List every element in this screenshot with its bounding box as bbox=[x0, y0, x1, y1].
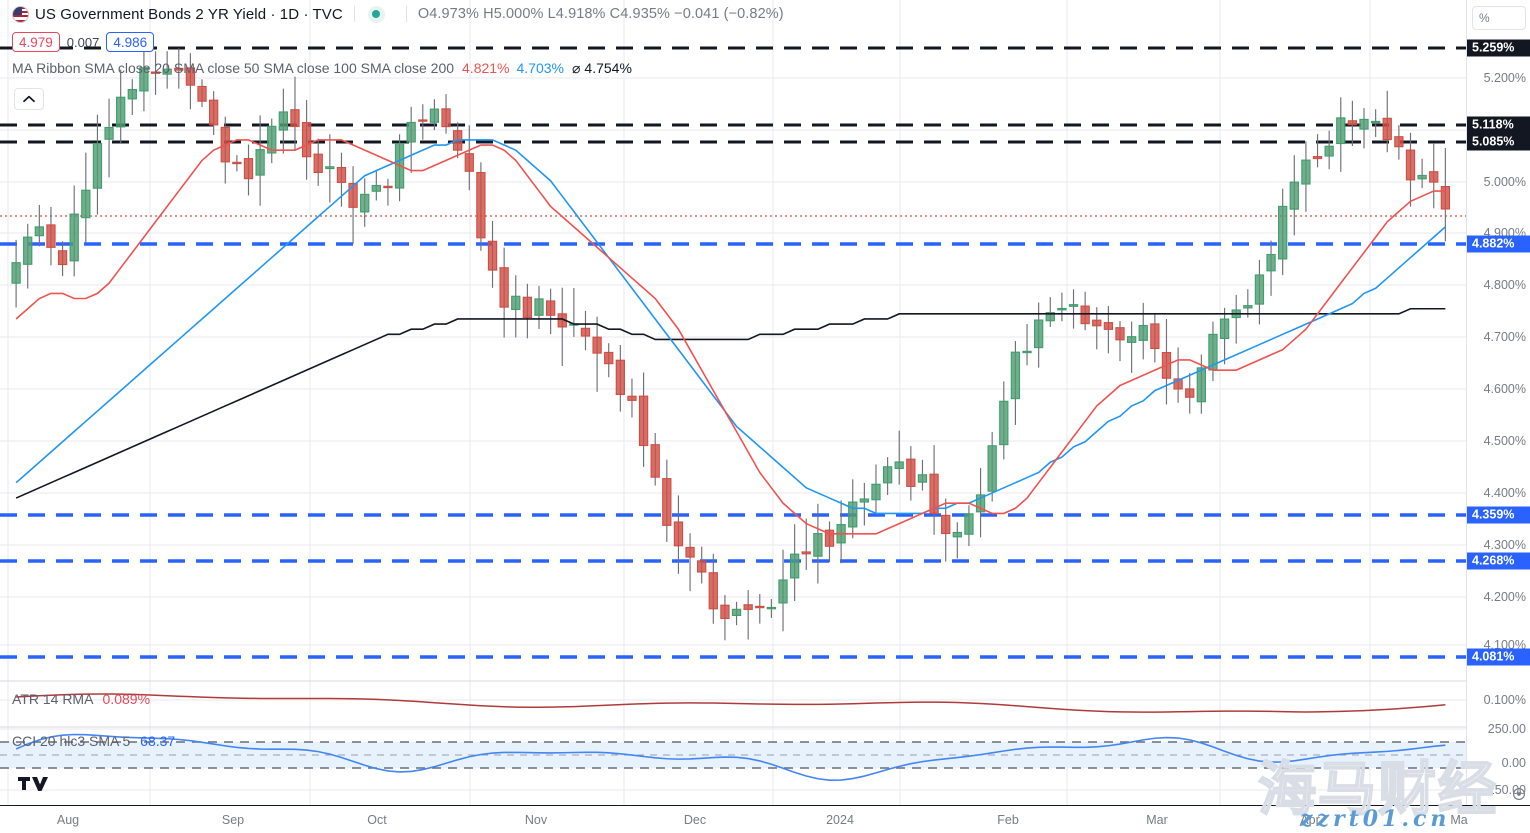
time-axis-tick: 2024 bbox=[826, 813, 854, 827]
us-flag-icon bbox=[12, 5, 29, 23]
cci-value: 68.37 bbox=[140, 733, 176, 749]
price-axis-badge[interactable]: 5.118% bbox=[1467, 116, 1530, 134]
price-axis-tick: 0.00 bbox=[1501, 756, 1526, 770]
price-axis-badge[interactable]: 4.081% bbox=[1467, 648, 1530, 666]
price-axis-tick: 250.00 bbox=[1487, 722, 1526, 736]
cci-indicator-legend[interactable]: CCI 20 hlc3 SMA 5 68.37 bbox=[12, 733, 175, 749]
chart-canvas[interactable] bbox=[0, 0, 1466, 805]
symbol-title-row[interactable]: US Government Bonds 2 YR Yield · 1D · TV… bbox=[0, 0, 1466, 28]
chart-legend: US Government Bonds 2 YR Yield · 1D · TV… bbox=[0, 0, 1466, 80]
price-axis-tick: 4.700% bbox=[1483, 330, 1526, 344]
spread-value: 0.007 bbox=[66, 34, 100, 50]
legend-divider bbox=[405, 6, 407, 22]
time-axis-tick: Oct bbox=[367, 813, 387, 827]
time-axis-tick: Dec bbox=[683, 813, 707, 827]
price-axis-tick: -250.00 bbox=[1483, 783, 1526, 797]
atr-value: 0.089% bbox=[102, 691, 151, 707]
market-status-dot bbox=[367, 5, 385, 23]
time-axis-tick: Sep bbox=[221, 813, 245, 827]
horizontal-reference-lines[interactable] bbox=[0, 46, 1466, 659]
price-axis-tick: 5.000% bbox=[1483, 175, 1526, 189]
moving-average-lines bbox=[15, 139, 1446, 535]
ma-ribbon-legend[interactable]: MA Ribbon SMA close 20 SMA close 50 SMA … bbox=[0, 56, 1466, 80]
time-axis-tick: Ma bbox=[1450, 813, 1468, 827]
atr-indicator-legend[interactable]: ATR 14 RMA 0.089% bbox=[12, 691, 150, 707]
cci-title[interactable]: CCI 20 hlc3 SMA 5 bbox=[12, 733, 131, 749]
time-axis-tick: Mar bbox=[1146, 813, 1168, 827]
cci-pane bbox=[0, 733, 1466, 781]
price-axis-badge[interactable]: 4.268% bbox=[1467, 552, 1530, 570]
grid-horizontal bbox=[0, 77, 1466, 791]
collapse-pane-button[interactable] bbox=[14, 88, 44, 110]
price-axis-badge[interactable]: 4.359% bbox=[1467, 506, 1530, 524]
cci-line bbox=[15, 733, 1446, 781]
price-axis-badge[interactable]: 4.882% bbox=[1467, 235, 1530, 253]
legend-divider bbox=[353, 6, 355, 22]
price-scale-axis[interactable]: % 5.200% 5.000% 4.900% 4.800% 4.700% 4.600% 4.… bbox=[1466, 0, 1530, 805]
sma-100-line bbox=[15, 307, 1446, 499]
ma-ribbon-value-avg: 4.754% bbox=[584, 60, 632, 76]
price-axis-tick: 0.100% bbox=[1483, 693, 1526, 707]
percent-unit-toggle[interactable]: % bbox=[1472, 6, 1526, 30]
axis-settings-icon[interactable] bbox=[1512, 787, 1526, 801]
time-axis-tick: Nov bbox=[524, 813, 548, 827]
pane-separator bbox=[0, 680, 1466, 728]
time-axis-tick: Aug bbox=[56, 813, 80, 827]
ma-ribbon-value-red: 4.821% bbox=[462, 60, 510, 76]
price-axis-tick: 4.800% bbox=[1483, 278, 1526, 292]
price-axis-tick: 4.500% bbox=[1483, 434, 1526, 448]
price-axis-tick: 4.600% bbox=[1483, 382, 1526, 396]
atr-pane bbox=[16, 693, 1446, 713]
average-symbol: ⌀ bbox=[571, 59, 581, 76]
symbol-title[interactable]: US Government Bonds 2 YR Yield · 1D · TV… bbox=[35, 5, 343, 23]
chevron-up-icon bbox=[23, 95, 35, 103]
ma-ribbon-title[interactable]: MA Ribbon SMA close 20 SMA close 50 SMA … bbox=[12, 60, 455, 76]
ohlc-values: O4.973% H5.000% L4.918% C4.935% −0.041 (… bbox=[417, 6, 784, 22]
tradingview-logo[interactable] bbox=[18, 775, 48, 793]
ask-pill[interactable]: 4.986 bbox=[106, 32, 155, 52]
time-axis-tick: Feb bbox=[997, 813, 1019, 827]
quote-pills-row: 4.979 0.007 4.986 bbox=[0, 28, 1466, 56]
time-axis-tick: Apr bbox=[1300, 813, 1320, 827]
price-axis-tick: 5.200% bbox=[1483, 71, 1526, 85]
atr-title[interactable]: ATR 14 RMA bbox=[12, 691, 93, 707]
price-axis-tick: 4.400% bbox=[1483, 486, 1526, 500]
price-axis-tick: 4.300% bbox=[1483, 538, 1526, 552]
candlestick-series[interactable] bbox=[11, 48, 1451, 641]
atr-line bbox=[16, 693, 1446, 713]
price-axis-badge[interactable]: 5.259% bbox=[1467, 39, 1530, 57]
chart-plot-area[interactable] bbox=[0, 0, 1466, 805]
sma-20-line bbox=[15, 139, 1446, 535]
price-axis-badge[interactable]: 5.085% bbox=[1467, 133, 1530, 151]
bid-pill[interactable]: 4.979 bbox=[12, 32, 60, 52]
price-axis-tick: 4.200% bbox=[1483, 590, 1526, 604]
time-scale-axis[interactable]: Aug Sep Oct Nov Dec 2024 Feb Mar Apr Ma bbox=[0, 805, 1530, 833]
ma-ribbon-value-blue: 4.703% bbox=[516, 60, 564, 76]
